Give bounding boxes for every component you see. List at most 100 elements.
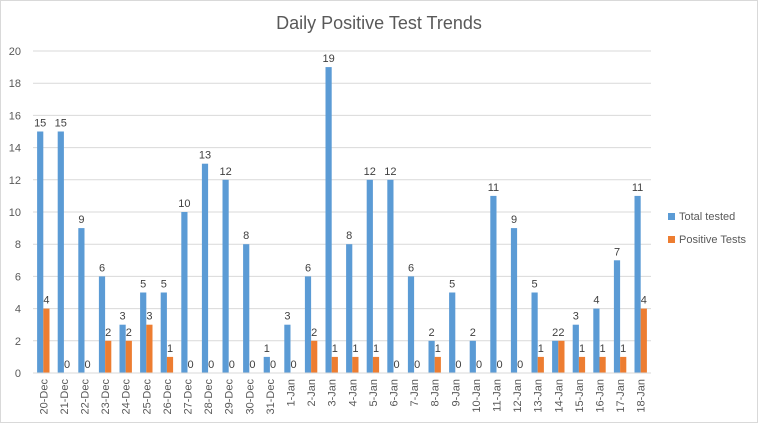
data-label-total-tested: 12 — [384, 166, 396, 178]
legend: Total tested Positive Tests — [668, 211, 747, 246]
bar-total-tested — [201, 163, 209, 373]
data-label-total-tested: 2 — [470, 327, 476, 339]
y-tick-label: 6 — [15, 271, 21, 283]
data-label-positive-tests: 0 — [208, 359, 214, 371]
data-label-positive-tests: 1 — [373, 343, 379, 355]
data-label-total-tested: 12 — [364, 166, 376, 178]
data-label-total-tested: 9 — [511, 214, 517, 226]
data-label-total-tested: 12 — [219, 166, 231, 178]
x-tick-label: 15-Jan — [574, 379, 586, 413]
data-label-positive-tests: 0 — [85, 359, 91, 371]
data-label-total-tested: 2 — [429, 327, 435, 339]
data-label-positive-tests: 0 — [497, 359, 503, 371]
bar-positive-tests — [105, 340, 112, 373]
data-label-total-tested: 7 — [614, 246, 620, 258]
bar-total-tested — [181, 212, 188, 373]
bar-total-tested — [346, 244, 353, 373]
y-tick-label: 18 — [9, 78, 21, 90]
x-tick-label: 8-Jan — [430, 379, 442, 407]
bar-total-tested — [37, 131, 44, 373]
data-label-total-tested: 5 — [140, 279, 146, 291]
y-tick-label: 20 — [9, 46, 21, 58]
data-label-positive-tests: 2 — [105, 327, 111, 339]
x-tick-label: 1-Jan — [286, 379, 298, 407]
bar-positive-tests — [578, 356, 586, 373]
data-label-positive-tests: 0 — [394, 359, 400, 371]
legend-label-positive-tests: Positive Tests — [679, 234, 747, 246]
bar-positive-tests — [311, 340, 318, 373]
data-label-positive-tests: 0 — [455, 359, 461, 371]
bar-positive-tests — [166, 356, 174, 373]
x-tick-label: 30-Dec — [244, 379, 256, 415]
x-tick-label: 7-Jan — [409, 379, 421, 407]
data-label-positive-tests: 4 — [43, 295, 49, 307]
bar-positive-tests — [125, 340, 132, 373]
x-tick-label: 18-Jan — [636, 379, 648, 413]
data-label-total-tested: 15 — [55, 118, 67, 130]
data-label-positive-tests: 1 — [332, 343, 338, 355]
bar-total-tested — [387, 179, 394, 373]
data-label-total-tested: 4 — [593, 295, 599, 307]
y-tick-label: 16 — [9, 110, 21, 122]
bar-total-tested — [469, 340, 476, 373]
bar-total-tested — [366, 179, 373, 373]
x-tick-label: 11-Jan — [492, 379, 504, 412]
data-label-total-tested: 1 — [264, 343, 270, 355]
bar-positive-tests — [640, 308, 647, 373]
x-tick-label: 20-Dec — [38, 379, 50, 415]
bar-total-tested — [407, 276, 415, 373]
bar-positive-tests — [558, 340, 565, 373]
data-label-positive-tests: 0 — [229, 359, 235, 371]
data-label-positive-tests: 2 — [558, 327, 564, 339]
data-label-positive-tests: 0 — [249, 359, 255, 371]
bar-total-tested — [222, 179, 229, 373]
legend-swatch-total-tested — [668, 213, 675, 220]
x-tick-label: 29-Dec — [224, 379, 236, 415]
x-tick-label: 17-Jan — [615, 379, 627, 413]
x-tick-label: 13-Jan — [533, 379, 545, 413]
bar-total-tested — [490, 195, 497, 373]
data-label-total-tested: 2 — [552, 327, 558, 339]
data-label-total-tested: 5 — [161, 279, 167, 291]
y-tick-label: 0 — [15, 368, 21, 380]
bar-positive-tests — [372, 356, 380, 373]
bar-total-tested — [284, 324, 291, 373]
data-label-positive-tests: 0 — [270, 359, 276, 371]
bars — [37, 67, 647, 373]
x-tick-label: 2-Jan — [306, 379, 318, 407]
bar-positive-tests — [599, 356, 606, 373]
x-tick-label: 4-Jan — [347, 379, 359, 407]
data-label-total-tested: 9 — [78, 214, 84, 226]
data-label-total-tested: 11 — [632, 182, 643, 194]
bar-total-tested — [304, 276, 312, 373]
data-label-total-tested: 11 — [488, 182, 499, 194]
data-label-total-tested: 3 — [573, 311, 579, 323]
legend-label-total-tested: Total tested — [679, 211, 735, 223]
bar-positive-tests — [537, 356, 544, 373]
bar-total-tested — [57, 131, 64, 373]
data-label-total-tested: 13 — [199, 150, 211, 162]
x-tick-label: 27-Dec — [183, 379, 195, 415]
data-label-total-tested: 6 — [408, 262, 414, 274]
data-label-positive-tests: 0 — [188, 359, 194, 371]
bar-total-tested — [552, 340, 559, 373]
x-tick-label: 21-Dec — [59, 379, 71, 415]
legend-item-positive-tests: Positive Tests — [668, 234, 747, 246]
data-label-total-tested: 3 — [120, 311, 126, 323]
bar-total-tested — [593, 308, 600, 373]
data-label-positive-tests: 3 — [146, 311, 152, 323]
data-label-positive-tests: 0 — [64, 359, 70, 371]
x-tick-label: 23-Dec — [100, 379, 112, 415]
x-tick-label: 14-Jan — [553, 379, 565, 413]
x-tick-label: 22-Dec — [80, 379, 92, 415]
data-label-total-tested: 15 — [34, 118, 46, 130]
gridlines — [33, 50, 651, 342]
data-label-positive-tests: 1 — [538, 343, 544, 355]
x-tick-label: 26-Dec — [162, 379, 174, 415]
data-label-total-tested: 10 — [178, 198, 190, 210]
bar-total-tested — [119, 324, 126, 373]
data-label-total-tested: 8 — [243, 230, 249, 242]
x-tick-label: 6-Jan — [389, 379, 401, 407]
